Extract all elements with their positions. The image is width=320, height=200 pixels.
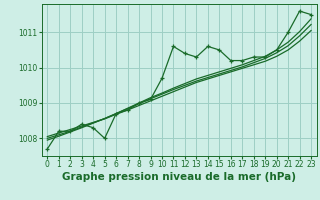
X-axis label: Graphe pression niveau de la mer (hPa): Graphe pression niveau de la mer (hPa): [62, 172, 296, 182]
